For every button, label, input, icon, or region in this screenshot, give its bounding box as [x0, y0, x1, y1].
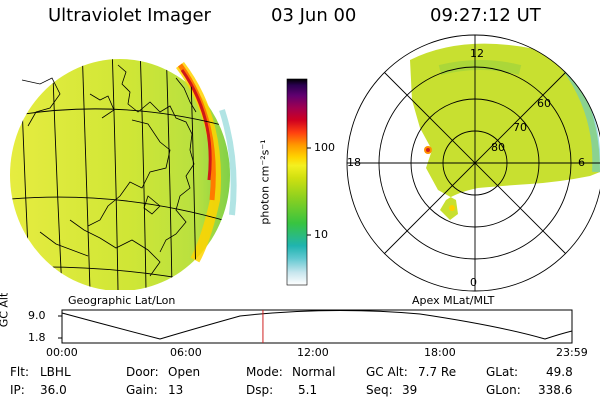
- altitude-ytick-high: 9.0: [28, 309, 46, 322]
- colorbar-unit-label: photon cm⁻²s⁻¹: [258, 139, 272, 225]
- polar-mlat-mlt-plot: [346, 34, 600, 292]
- gain-value: 13: [168, 383, 184, 397]
- gcalt-label: GC Alt:: [366, 365, 408, 379]
- seq-value: 39: [402, 383, 418, 397]
- glon-value: 338.6: [538, 383, 573, 397]
- instrument-title: Ultraviolet Imager: [48, 5, 211, 26]
- door-value: Open: [168, 365, 201, 379]
- flt-value: LBHL: [40, 365, 71, 379]
- geographic-globe-image: [10, 59, 237, 290]
- mode-label: Mode:: [246, 365, 283, 379]
- colorbar-tick-100: 100: [314, 141, 335, 154]
- altitude-xtick-1200: 12:00: [297, 346, 329, 359]
- altitude-xtick-0600: 06:00: [170, 346, 202, 359]
- seq-label: Seq:: [366, 383, 393, 397]
- glat-value: 49.8: [546, 365, 573, 379]
- mlat-label-80: 80: [491, 141, 505, 154]
- colorbar-tick-10: 10: [314, 228, 328, 241]
- mode-value: Normal: [292, 365, 336, 379]
- altitude-ytick-low: 1.8: [28, 331, 46, 344]
- glat-label: GLat:: [486, 365, 519, 379]
- intensity-colorbar: [286, 78, 311, 286]
- altitude-xtick-1800: 18:00: [424, 346, 456, 359]
- mlt-label-6: 6: [578, 156, 585, 169]
- mlat-label-70: 70: [513, 121, 527, 134]
- mlt-label-0: 0: [470, 276, 477, 289]
- dsp-label: Dsp:: [246, 383, 274, 397]
- image-time: 09:27:12 UT: [430, 5, 541, 26]
- altitude-plot: [58, 309, 573, 344]
- altitude-xtick-2359: 23:59: [556, 346, 588, 359]
- left-panel-caption: Geographic Lat/Lon: [68, 294, 176, 307]
- gcalt-value: 7.7 Re: [418, 365, 457, 379]
- mlt-label-12: 12: [470, 47, 484, 60]
- right-panel-caption: Apex MLat/MLT: [412, 294, 495, 307]
- ip-value: 36.0: [40, 383, 67, 397]
- mlat-label-60: 60: [537, 97, 551, 110]
- image-date: 03 Jun 00: [271, 5, 357, 26]
- altitude-ylabel: GC Alt: [0, 292, 11, 328]
- mlt-label-18: 18: [347, 156, 361, 169]
- door-label: Door:: [126, 365, 159, 379]
- gain-label: Gain:: [126, 383, 158, 397]
- ip-label: IP:: [10, 383, 25, 397]
- dsp-value: 5.1: [298, 383, 318, 397]
- flt-label: Flt:: [10, 365, 29, 379]
- altitude-xtick-0000: 00:00: [46, 346, 78, 359]
- glon-label: GLon:: [486, 383, 521, 397]
